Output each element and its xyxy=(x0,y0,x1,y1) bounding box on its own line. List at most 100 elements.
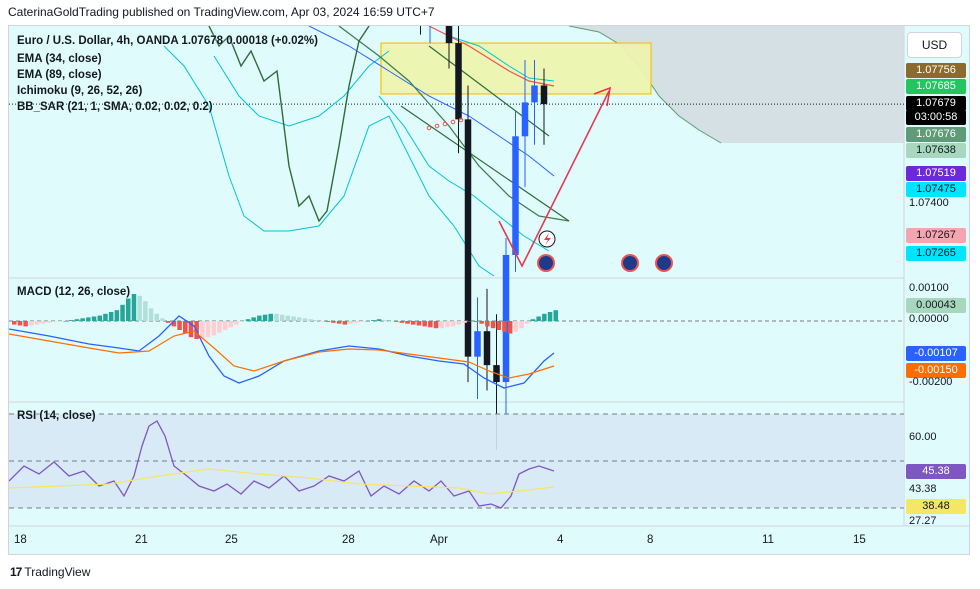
macd-line xyxy=(9,315,555,389)
time-axis-label: 28 xyxy=(342,534,355,546)
macd-histogram-bar xyxy=(536,316,541,321)
macd-signal-line xyxy=(9,330,555,379)
macd-histogram-bar xyxy=(46,321,51,323)
macd-histogram-bar xyxy=(302,318,308,321)
macd-histogram-bar xyxy=(382,320,387,321)
tradingview-logo-mark: 17 xyxy=(10,565,22,579)
macd-histogram-bar xyxy=(547,312,553,321)
chart-area[interactable]: Euro / U.S. Dollar, 4h, OANDA 1.07678 0.… xyxy=(8,25,970,555)
rsi-ma-line xyxy=(9,468,555,495)
currency-button[interactable]: USD xyxy=(907,32,962,58)
macd-histogram-bar xyxy=(57,321,63,322)
legend-ema34[interactable]: EMA (34, close) xyxy=(17,53,102,65)
lightning-glyph xyxy=(544,233,551,245)
macd-histogram-bar xyxy=(257,315,262,321)
legend-ema89[interactable]: EMA (89, close) xyxy=(17,69,102,81)
macd-histogram-bar xyxy=(228,321,234,328)
macd-histogram-bar xyxy=(485,321,490,327)
macd-histogram-bar xyxy=(439,321,444,329)
macd-axis-label: 0.00100 xyxy=(909,282,949,294)
macd-histogram-bar xyxy=(222,321,228,330)
price-tag: 1.07676 xyxy=(906,127,966,142)
countdown-tag: 03:00:58 xyxy=(906,110,966,125)
macd-histogram-bar xyxy=(188,321,194,338)
macd-histogram-bar xyxy=(405,321,410,324)
macd-histogram-bar xyxy=(279,314,285,321)
publish-caption: CaterinaGoldTrading published on Trading… xyxy=(8,5,435,19)
forecast-arrowhead xyxy=(593,86,612,107)
macd-histogram-bar xyxy=(211,321,216,336)
legend-ichimoku[interactable]: Ichimoku (9, 26, 52, 26) xyxy=(17,85,143,97)
ema-line-red xyxy=(428,26,555,87)
macd-histogram-bar xyxy=(519,321,524,329)
last-price-tag: 1.07679 xyxy=(906,96,966,111)
time-axis-label: 8 xyxy=(647,534,654,546)
macd-histogram-tag: 0.00043 xyxy=(906,298,966,313)
macd-histogram-bar xyxy=(51,321,57,322)
time-axis-label: 21 xyxy=(135,534,148,546)
macd-histogram-bar xyxy=(291,316,296,321)
macd-histogram-bar xyxy=(114,310,120,321)
macd-histogram-bar xyxy=(97,315,102,321)
price-tag: 1.07265 xyxy=(906,246,966,261)
macd-histogram-bar xyxy=(462,321,467,323)
macd-histogram-bar xyxy=(148,308,154,321)
macd-histogram-bar xyxy=(245,319,251,321)
chart-canvas[interactable] xyxy=(9,26,970,555)
macd-histogram-bar xyxy=(393,321,399,322)
sar-dot xyxy=(450,119,456,125)
price-tag: 1.07519 xyxy=(906,166,966,181)
macd-histogram-bar xyxy=(542,313,547,321)
macd-histogram-bar xyxy=(251,317,256,321)
macd-histogram-bar xyxy=(456,321,462,325)
ichimoku-base-line xyxy=(338,26,570,222)
macd-histogram-bar xyxy=(268,313,273,321)
macd-histogram-bar xyxy=(63,321,68,322)
macd-histogram-bar xyxy=(308,319,313,321)
macd-title[interactable]: MACD (12, 26, close) xyxy=(17,286,131,298)
macd-histogram-bar xyxy=(80,318,85,321)
economic-event-icon xyxy=(655,254,673,272)
time-axis-label: 15 xyxy=(853,534,866,546)
macd-histogram-bar xyxy=(359,321,365,322)
macd-signal-tag: -0.00150 xyxy=(906,363,966,378)
macd-histogram-bar xyxy=(325,321,330,322)
macd-histogram-bar xyxy=(553,310,558,321)
macd-histogram-bar xyxy=(336,321,342,324)
macd-histogram-bar xyxy=(450,321,456,327)
lower-band xyxy=(163,45,495,277)
tradingview-logo[interactable]: 17 TradingView xyxy=(10,565,90,579)
macd-histogram-bar xyxy=(29,321,34,326)
candle-body xyxy=(531,85,538,103)
macd-histogram-bar xyxy=(530,319,536,321)
tradingview-logo-text: TradingView xyxy=(24,565,91,579)
lower-band-recent xyxy=(378,95,550,252)
rsi-title[interactable]: RSI (14, close) xyxy=(17,410,96,422)
rsi-line-tag: 45.38 xyxy=(906,464,966,479)
price-tag: 1.07475 xyxy=(906,182,966,197)
legend-sar[interactable]: BB_SAR (21, 1, SMA, 0.02, 0.02, 0.2) xyxy=(17,101,213,113)
candle-body xyxy=(474,331,481,357)
macd-histogram-bar xyxy=(240,321,245,322)
macd-line-tag: -0.00107 xyxy=(906,346,966,361)
macd-histogram-bar xyxy=(525,321,530,324)
macd-histogram-bar xyxy=(399,321,405,323)
macd-histogram-bar xyxy=(86,317,91,321)
price-tag: 1.07267 xyxy=(906,228,966,243)
economic-event-icon xyxy=(621,254,639,272)
macd-histogram-bar xyxy=(165,321,171,323)
macd-histogram-bar xyxy=(342,321,348,325)
time-axis-label: 25 xyxy=(225,534,238,546)
macd-histogram-bar xyxy=(468,321,473,322)
legend-symbol[interactable]: Euro / U.S. Dollar, 4h, OANDA 1.07678 0.… xyxy=(17,35,318,47)
middle-band xyxy=(213,50,390,127)
rsi-axis-label: 27.27 xyxy=(909,515,937,527)
candle-body xyxy=(512,136,519,255)
macd-histogram-bar xyxy=(183,321,188,334)
macd-histogram-bar xyxy=(314,320,319,321)
ema-line xyxy=(308,26,555,177)
macd-histogram-bar xyxy=(388,321,393,322)
sar-dot xyxy=(442,121,448,127)
macd-histogram-bar xyxy=(69,320,74,321)
macd-histogram-bar xyxy=(297,317,302,321)
